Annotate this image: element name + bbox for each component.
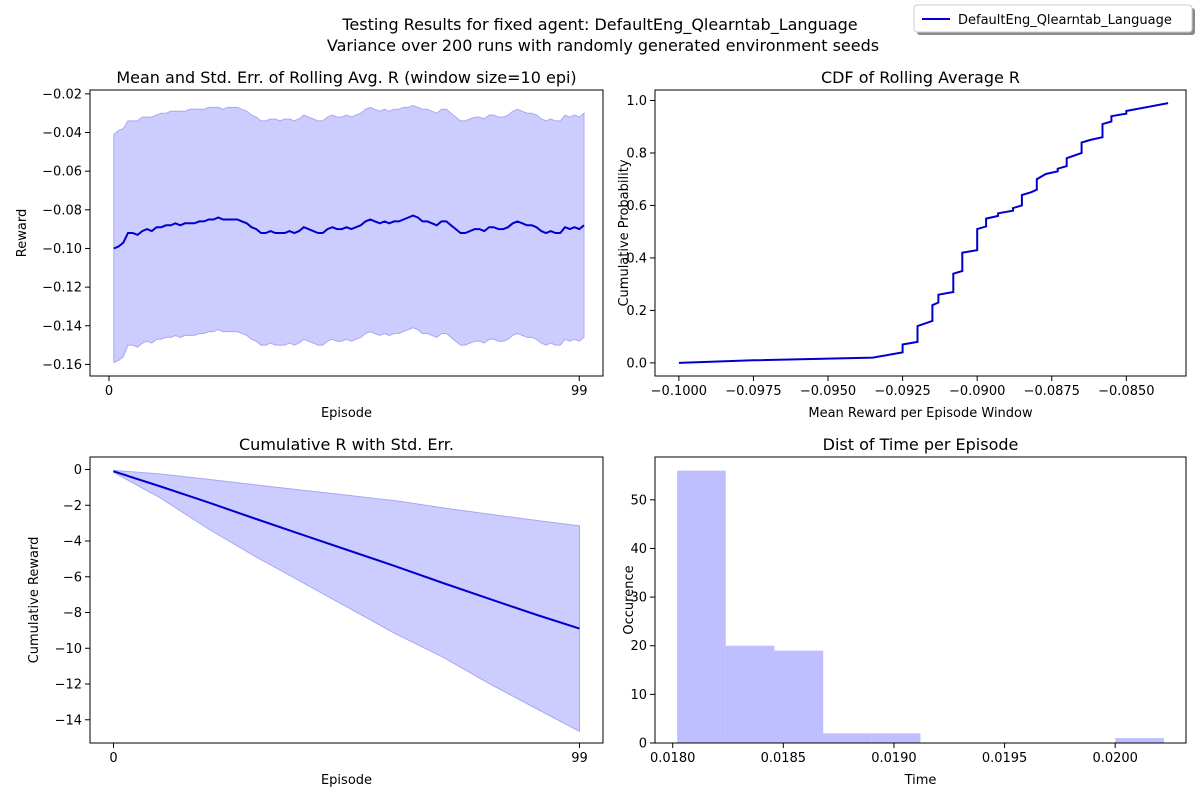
std-err-band [113,104,585,364]
y-tick-label: 1.0 [626,94,647,109]
x-tick-label: −0.0875 [1024,384,1080,399]
x-axis-label: Time [904,773,937,788]
x-axis-label: Episode [321,406,372,421]
y-tick-label: 30 [630,591,647,606]
y-tick-label: −2 [63,499,82,514]
figure-title: Testing Results for fixed agent: Default… [341,15,857,35]
x-axis-label: Mean Reward per Episode Window [808,406,1033,421]
panel-cdf: CDF of Rolling Average R −0.1000 −0.0975 −0… [617,68,1187,421]
plot-title: Mean and Std. Err. of Rolling Avg. R (wi… [116,68,576,87]
histogram-bar [1115,738,1164,743]
plot-title: Cumulative R with Std. Err. [239,435,454,454]
plot-title: Dist of Time per Episode [823,435,1019,454]
y-tick-label: 0.2 [626,304,647,319]
x-tick-label: −0.0850 [1098,384,1154,399]
y-tick-label: 0.4 [626,251,647,266]
y-tick-label: −8 [63,606,82,621]
y-tick-label: −0.02 [42,87,82,102]
figure-subtitle: Variance over 200 runs with randomly gen… [327,36,879,55]
panel-time-hist: Dist of Time per Episode 0.0180 0.0185 0.01… [622,435,1187,788]
histogram-bar [725,645,775,743]
x-tick-label: 0 [109,751,117,766]
axes-frame [89,89,604,377]
x-tick-label: −0.0975 [725,384,781,399]
y-tick-label: 0.8 [626,146,647,161]
x-tick-label: 0.0185 [761,751,807,766]
x-tick-label: 0.0195 [982,751,1028,766]
y-tick-label: 0 [639,737,647,752]
panel-cumulative: Cumulative R with Std. Err. 0 99 0 −2 −4 −6 −8 −… [27,435,604,788]
mean-line [113,214,585,250]
y-tick-label: −0.16 [42,358,82,373]
axes-frame [89,456,604,744]
y-axis-label: Cumulative Probability [617,159,632,306]
y-tick-label: 20 [630,639,647,654]
y-tick-label: 0.0 [626,356,647,371]
std-err-band [113,469,580,733]
y-tick-label: 0.6 [626,199,647,214]
x-tick-label: 0.0190 [871,751,917,766]
y-tick-label: −12 [55,678,82,693]
y-tick-label: −4 [63,535,82,550]
y-tick-label: −0.04 [42,126,82,141]
histogram-bar [677,470,726,743]
y-tick-label: −10 [55,642,82,657]
axes-frame [654,89,1187,377]
x-tick-label: 0.0180 [650,751,696,766]
panel-rolling-avg: Mean and Std. Err. of Rolling Avg. R (wi… [15,68,604,421]
y-tick-label: −0.06 [42,165,82,180]
y-tick-label: −0.08 [42,203,82,218]
legend-label: DefaultEng_Qlearntab_Language [958,13,1172,28]
x-axis-label: Episode [321,773,372,788]
histogram-bar [871,733,921,743]
y-tick-label: −6 [63,570,82,585]
x-tick-label: −0.0950 [800,384,856,399]
cdf-line [678,102,1169,364]
cumulative-mean-line [113,470,580,630]
y-axis-label: Occurence [622,565,637,634]
x-tick-label: −0.0900 [949,384,1005,399]
y-axis-label: Cumulative Reward [27,537,42,664]
axes-frame [654,456,1187,744]
y-tick-label: −14 [55,713,82,728]
y-tick-label: −0.10 [42,242,82,257]
plot-title: CDF of Rolling Average R [821,68,1020,87]
legend: DefaultEng_Qlearntab_Language [913,4,1195,35]
histogram-bar [823,733,872,743]
x-tick-label: 0.0200 [1092,751,1138,766]
x-tick-label: −0.0925 [874,384,930,399]
x-tick-label: 99 [571,751,588,766]
y-tick-label: −0.12 [42,281,82,296]
y-axis-label: Reward [15,209,30,257]
x-tick-label: 0 [105,384,113,399]
histogram-bar [774,650,824,743]
y-tick-label: 50 [630,493,647,508]
x-tick-label: −0.1000 [651,384,707,399]
x-tick-label: 99 [571,384,588,399]
y-tick-label: −0.14 [42,319,82,334]
legend-box [913,4,1193,33]
y-tick-label: 10 [630,688,647,703]
y-tick-label: 0 [74,463,82,478]
y-tick-label: 40 [630,542,647,557]
